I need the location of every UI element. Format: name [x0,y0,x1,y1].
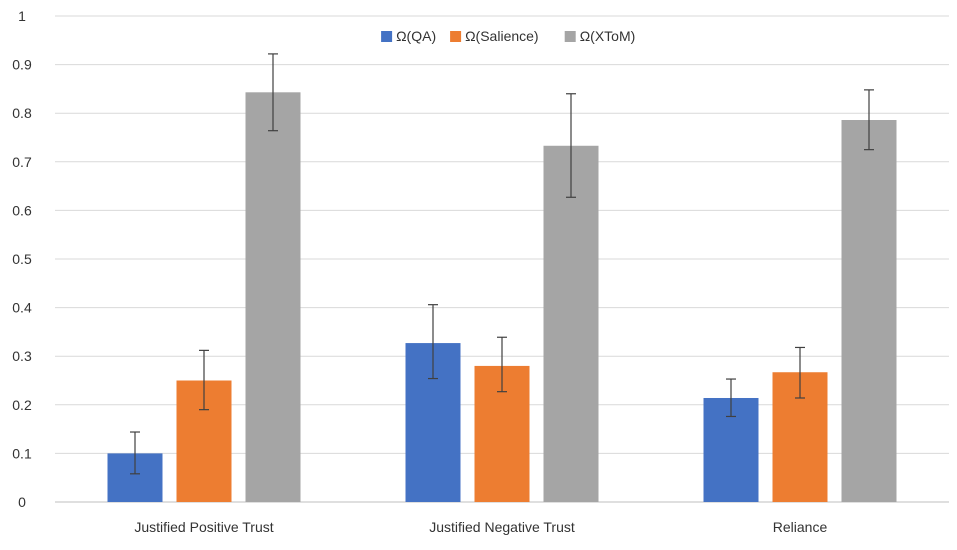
y-tick-label: 0.8 [12,105,32,121]
legend-swatch [381,31,393,42]
y-tick-label: 1 [18,8,26,24]
y-tick-label: 0.5 [12,251,32,267]
x-tick-label: Justified Negative Trust [429,519,575,535]
x-tick-label: Justified Positive Trust [134,519,273,535]
bar-3-2 [543,145,599,502]
legend-label: Ω(XToM) [580,28,636,44]
y-tick-label: 0.2 [12,397,32,413]
bar-3-1 [245,92,301,502]
y-tick-label: 0.3 [12,348,32,364]
bar-3-3 [841,120,897,502]
y-tick-label: 0.7 [12,154,32,170]
y-tick-label: 0.6 [12,202,32,218]
x-tick-label: Reliance [773,519,828,535]
y-tick-label: 0 [18,494,26,510]
legend-label: Ω(QA) [396,28,436,44]
y-tick-label: 0.9 [12,57,32,73]
y-tick-label: 0.4 [12,300,32,316]
legend-swatch [450,31,462,42]
y-tick-label: 0.1 [12,445,32,461]
legend-swatch [564,31,576,42]
legend-label: Ω(Salience) [465,28,538,44]
